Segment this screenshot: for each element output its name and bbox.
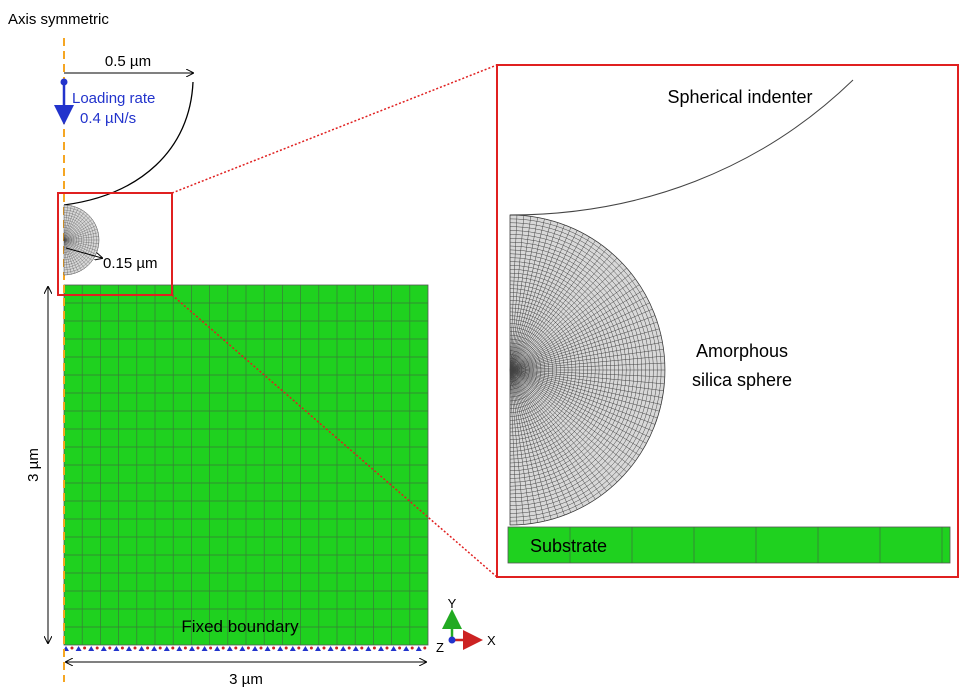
boundary-marker bbox=[71, 647, 74, 650]
height-label: 3 µm bbox=[25, 448, 42, 482]
substrate-mesh bbox=[64, 285, 428, 645]
axis-origin bbox=[449, 637, 456, 644]
boundary-marker bbox=[184, 647, 187, 650]
loading-value: 0.4 µN/s bbox=[80, 110, 136, 127]
boundary-marker bbox=[159, 647, 162, 650]
boundary-marker bbox=[360, 647, 363, 650]
sphere-radius: 0.15 µm bbox=[103, 255, 158, 272]
boundary-marker bbox=[391, 646, 397, 651]
boundary-marker bbox=[126, 646, 132, 651]
boundary-marker bbox=[76, 646, 82, 651]
boundary-marker bbox=[310, 647, 313, 650]
boundary-marker bbox=[272, 647, 275, 650]
boundary-marker bbox=[373, 647, 376, 650]
boundary-marker bbox=[134, 647, 137, 650]
boundary-marker bbox=[202, 646, 208, 651]
boundary-marker bbox=[348, 647, 351, 650]
fixed-boundary: Fixed boundary bbox=[181, 617, 299, 636]
boundary-marker bbox=[411, 647, 414, 650]
boundary-marker bbox=[101, 646, 107, 651]
boundary-marker bbox=[227, 646, 233, 651]
boundary-marker bbox=[96, 647, 99, 650]
boundary-marker bbox=[214, 646, 220, 651]
boundary-marker bbox=[247, 647, 250, 650]
boundary-marker bbox=[323, 647, 326, 650]
boundary-marker bbox=[403, 646, 409, 651]
boundary-marker bbox=[189, 646, 195, 651]
boundary-marker bbox=[416, 646, 422, 651]
width-label: 3 µm bbox=[229, 671, 263, 688]
boundary-marker bbox=[290, 646, 296, 651]
boundary-marker bbox=[151, 646, 157, 651]
boundary-markers bbox=[63, 646, 426, 651]
boundary-marker bbox=[252, 646, 258, 651]
boundary-marker bbox=[378, 646, 384, 651]
boundary-marker bbox=[315, 646, 321, 651]
boundary-marker bbox=[328, 646, 334, 651]
boundary-marker bbox=[277, 646, 283, 651]
zoom-indenter-label: Spherical indenter bbox=[667, 87, 812, 107]
boundary-marker bbox=[83, 647, 86, 650]
boundary-marker bbox=[108, 647, 111, 650]
boundary-marker bbox=[171, 647, 174, 650]
boundary-marker bbox=[285, 647, 288, 650]
boundary-marker bbox=[353, 646, 359, 651]
boundary-marker bbox=[335, 647, 338, 650]
boundary-marker bbox=[302, 646, 308, 651]
boundary-marker bbox=[197, 647, 200, 650]
boundary-marker bbox=[113, 646, 119, 651]
boundary-marker bbox=[260, 647, 263, 650]
boundary-marker bbox=[386, 647, 389, 650]
axis-x-label: X bbox=[487, 633, 496, 648]
indenter-width: 0.5 µm bbox=[105, 53, 151, 70]
axis-y-label: Y bbox=[448, 596, 457, 611]
boundary-marker bbox=[121, 647, 124, 650]
zoom-line bbox=[172, 65, 497, 193]
boundary-marker bbox=[222, 647, 225, 650]
boundary-marker bbox=[265, 646, 271, 651]
boundary-marker bbox=[176, 646, 182, 651]
boundary-marker bbox=[340, 646, 346, 651]
boundary-marker bbox=[239, 646, 245, 651]
boundary-marker bbox=[209, 647, 212, 650]
loading-rate: Loading rate bbox=[72, 90, 155, 107]
zoom-sphere-label: Amorphous bbox=[696, 341, 788, 361]
boundary-marker bbox=[234, 647, 237, 650]
boundary-marker bbox=[297, 647, 300, 650]
diagram: Axis symmetric 0.5 µm Loading rate 0.4 µ… bbox=[0, 0, 960, 695]
boundary-marker bbox=[88, 646, 94, 651]
boundary-marker bbox=[365, 646, 371, 651]
boundary-marker bbox=[164, 646, 170, 651]
axis-z-label: Z bbox=[436, 640, 444, 655]
zoom-sphere-label: silica sphere bbox=[692, 370, 792, 390]
zoom-substrate-label: Substrate bbox=[530, 536, 607, 556]
axis-label: Axis symmetric bbox=[8, 11, 109, 28]
small-sphere bbox=[64, 205, 99, 275]
boundary-marker bbox=[398, 647, 401, 650]
boundary-marker bbox=[423, 647, 426, 650]
boundary-marker bbox=[139, 646, 145, 651]
boundary-marker bbox=[146, 647, 149, 650]
